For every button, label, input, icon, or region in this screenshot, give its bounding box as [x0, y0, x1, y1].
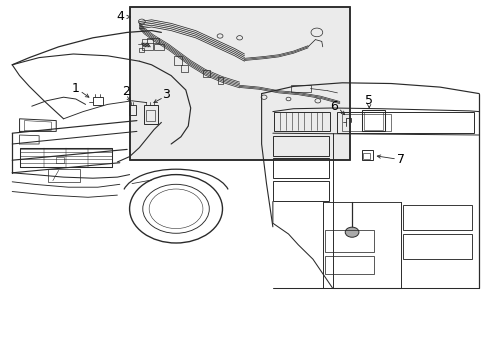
Text: 7: 7: [396, 153, 404, 166]
Bar: [272, 181, 328, 201]
Bar: [173, 56, 182, 65]
Bar: [129, 7, 349, 160]
Bar: [146, 110, 155, 121]
Text: 6: 6: [330, 100, 338, 113]
Bar: [290, 85, 310, 92]
Bar: [128, 105, 136, 115]
Text: 3: 3: [162, 88, 170, 101]
Bar: [363, 153, 369, 159]
Bar: [217, 77, 223, 84]
Bar: [342, 114, 390, 131]
Bar: [139, 48, 144, 52]
Text: 1: 1: [72, 82, 80, 95]
Bar: [403, 205, 471, 230]
Circle shape: [345, 227, 358, 237]
Bar: [361, 150, 372, 160]
Bar: [361, 110, 385, 131]
Bar: [48, 169, 80, 182]
Bar: [142, 39, 152, 50]
Bar: [146, 38, 159, 43]
Bar: [364, 112, 382, 130]
Text: 2: 2: [122, 85, 130, 98]
Bar: [325, 230, 373, 252]
Bar: [129, 7, 349, 160]
Bar: [144, 105, 158, 124]
Bar: [154, 44, 163, 50]
Bar: [93, 97, 102, 105]
Bar: [272, 158, 328, 178]
Bar: [203, 70, 210, 77]
Bar: [325, 256, 373, 274]
Bar: [337, 112, 473, 133]
Text: 4: 4: [117, 10, 124, 23]
Text: 5: 5: [365, 94, 372, 107]
Bar: [273, 112, 329, 131]
Bar: [272, 136, 328, 156]
Bar: [403, 234, 471, 259]
Bar: [181, 65, 188, 72]
